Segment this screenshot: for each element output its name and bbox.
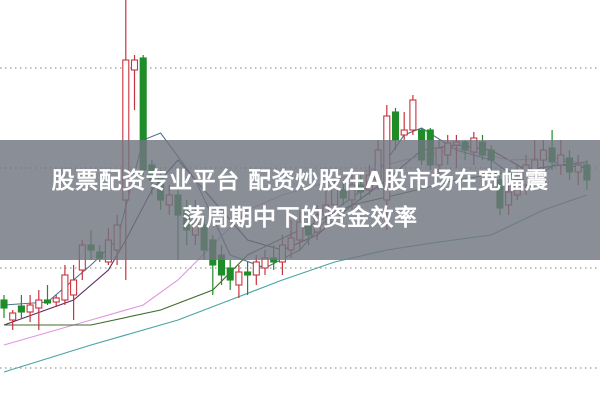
candle-body-up [409, 99, 417, 131]
candle-body-up [252, 261, 260, 276]
candle-body-up [130, 59, 139, 71]
candle-body-up [235, 271, 243, 286]
candle-body-down [43, 299, 52, 304]
candle-body-down [226, 267, 234, 281]
candle-body-up [70, 279, 78, 296]
candle-body-down [391, 111, 400, 141]
candle-body-up [35, 299, 43, 309]
candle-body-down [0, 299, 8, 309]
headline-line-2: 荡周期中下的资金效率 [182, 205, 418, 231]
candle-body-up [52, 297, 60, 303]
candle-body-down [17, 305, 25, 313]
candle-body-up [9, 312, 17, 321]
candle-body-up [400, 129, 408, 136]
headline-line-1: 股票配资专业平台 配资炒股在A股市场在宽幅震 [51, 168, 549, 194]
candle-body-up [61, 274, 69, 301]
candle-body-up [26, 304, 34, 313]
headline-banner: 股票配资专业平台 配资炒股在A股市场在宽幅震 荡周期中下的资金效率 [0, 140, 600, 260]
candle-body-down [244, 271, 252, 276]
